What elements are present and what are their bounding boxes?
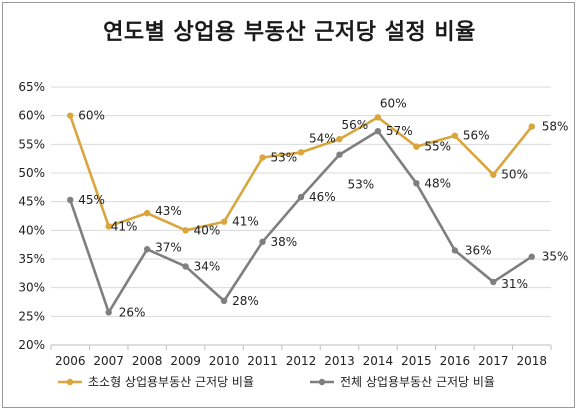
series-line — [69, 129, 533, 314]
data-point — [67, 196, 74, 204]
x-tick-label: 2015 — [401, 354, 432, 368]
legend-label: 초소형 상업용부동산 근저당 비율 — [88, 375, 254, 389]
legend-label: 전체 상업용부동산 근저당 비율 — [340, 375, 495, 389]
x-tick-label: 2008 — [132, 354, 163, 368]
y-tick-label: 30% — [18, 281, 45, 295]
data-point — [490, 278, 497, 286]
axes: 20% 25% 30% 35% 40% 45% 50% 55% 60% 65% 2006 2007 20… — [18, 80, 552, 368]
y-tick-label: 25% — [18, 309, 45, 323]
data-label: 53% — [271, 151, 298, 165]
data-point — [413, 180, 420, 187]
data-point — [413, 143, 420, 150]
data-label: 35% — [542, 250, 569, 264]
data-label: 60% — [78, 109, 105, 123]
data-point — [374, 114, 382, 121]
y-tick-label: 20% — [18, 338, 45, 352]
data-label: 56% — [463, 129, 490, 143]
y-tick-label: 65% — [18, 80, 45, 94]
data-label: 37% — [155, 240, 182, 254]
data-label: 26% — [119, 305, 146, 319]
x-tick-label: 2007 — [93, 354, 124, 368]
data-point — [528, 253, 535, 260]
y-tick-label: 60% — [18, 109, 45, 123]
data-label: 40% — [194, 223, 221, 237]
data-label: 43% — [155, 204, 182, 218]
data-point — [297, 149, 305, 156]
y-tick-label: 55% — [18, 137, 45, 151]
data-point — [374, 127, 382, 135]
data-label: 41% — [232, 215, 259, 229]
data-point — [67, 112, 74, 119]
legend-marker — [66, 378, 74, 386]
data-label: 28% — [232, 294, 259, 308]
data-point — [220, 297, 228, 305]
legend: 초소형 상업용부동산 근저당 비율 전체 상업용부동산 근저당 비율 — [58, 375, 495, 389]
x-tick-label: 2016 — [440, 354, 471, 368]
chart-title: 연도별 상업용 부동산 근저당 설정 비율 — [103, 20, 476, 45]
data-point — [451, 247, 459, 254]
chart-frame — [2, 2, 575, 408]
y-tick-label: 40% — [18, 223, 45, 237]
data-point — [336, 135, 343, 143]
x-tick-label: 2011 — [247, 354, 278, 368]
data-label: 50% — [501, 168, 528, 182]
data-labels: 60% 41% 43% 40% 41% 53% 54% 56% 60% 55% 56% 50% 58% 4… — [78, 96, 568, 319]
data-point — [143, 246, 151, 253]
data-label: 48% — [424, 176, 451, 190]
data-point — [143, 209, 151, 217]
data-label: 54% — [309, 131, 336, 145]
data-label: 55% — [424, 140, 451, 154]
series — [67, 112, 535, 316]
data-point — [182, 263, 189, 270]
data-label: 45% — [78, 193, 105, 207]
data-label: 58% — [542, 120, 569, 134]
x-tick-label: 2010 — [209, 354, 240, 368]
data-point — [297, 193, 305, 201]
x-tick-label: 2009 — [170, 354, 201, 368]
data-point — [490, 171, 497, 178]
data-label: 31% — [501, 277, 528, 291]
x-tick-label: 2018 — [516, 354, 547, 368]
data-point — [336, 151, 343, 158]
data-label: 41% — [111, 219, 138, 233]
data-point — [105, 309, 112, 316]
x-tick-label: 2014 — [363, 354, 394, 368]
data-point — [451, 132, 459, 139]
data-label: 60% — [380, 96, 407, 110]
y-tick-label: 45% — [18, 195, 45, 209]
data-label: 46% — [309, 190, 336, 204]
data-point — [259, 154, 266, 161]
data-label: 36% — [465, 243, 492, 257]
data-label: 38% — [271, 235, 298, 249]
gridlines — [51, 86, 551, 346]
data-point — [220, 218, 228, 225]
legend-marker — [318, 378, 326, 386]
x-tick-label: 2006 — [55, 354, 86, 368]
data-label: 34% — [194, 259, 221, 273]
data-point — [105, 223, 112, 230]
x-tick-label: 2017 — [478, 354, 509, 368]
data-point — [528, 123, 535, 130]
data-point — [259, 238, 266, 245]
y-tick-label: 35% — [18, 252, 45, 266]
data-label: 57% — [386, 124, 413, 138]
data-label: 53% — [347, 178, 374, 192]
x-tick-label: 2013 — [324, 354, 355, 368]
data-point — [182, 227, 189, 234]
x-tick-label: 2012 — [286, 354, 317, 368]
data-label: 56% — [341, 118, 368, 132]
y-tick-label: 50% — [18, 166, 45, 180]
